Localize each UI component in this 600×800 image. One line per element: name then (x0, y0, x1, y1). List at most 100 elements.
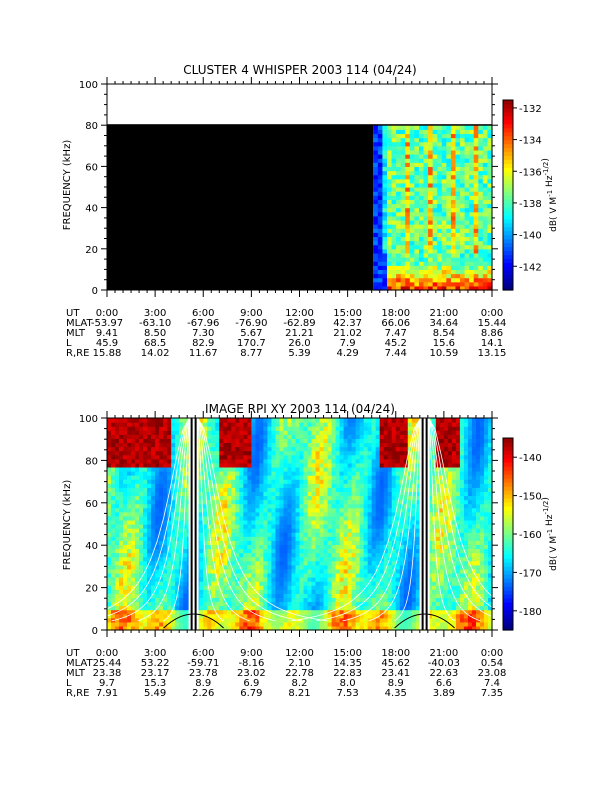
spectrogram-cell (163, 609, 168, 615)
spectrogram-cell (183, 536, 188, 541)
spectrogram-cell (123, 564, 128, 570)
colorbar-swatch (503, 139, 513, 145)
spectrogram-cell (414, 248, 420, 254)
spectrogram-cell (473, 236, 479, 242)
spectrogram-cell (247, 475, 252, 480)
spectrogram-cell (159, 458, 164, 464)
spectrogram-cell (450, 219, 457, 225)
spectrogram-cell (155, 434, 160, 439)
spectrogram-cell (335, 503, 341, 509)
spectrogram-cell (283, 454, 289, 460)
spectrogram-cell (418, 199, 425, 205)
spectrogram-cell (441, 162, 447, 167)
spectrogram-cell (159, 548, 164, 554)
spectrogram-cell (331, 572, 337, 578)
spectrogram-cell (343, 519, 349, 525)
spectrogram-cell (255, 540, 260, 545)
spectrogram-cell (251, 593, 256, 598)
spectrogram-cell (123, 536, 128, 541)
spectrogram-cell (446, 141, 452, 147)
spectrogram-cell (331, 462, 337, 468)
spectrogram-cell (331, 454, 337, 460)
ephemeris-value: 15.6 (433, 338, 455, 349)
spectrogram-cell (183, 524, 188, 529)
spectrogram-cell (263, 532, 269, 537)
spectrogram-cell (183, 454, 188, 460)
spectrogram-cell (227, 593, 232, 598)
spectrogram-cell (335, 593, 341, 598)
spectrogram-cell (441, 273, 447, 279)
spectrogram-cell (331, 613, 337, 619)
spectrogram-cell (375, 515, 381, 521)
spectrogram-cell (409, 178, 415, 184)
spectrogram-cell (271, 540, 277, 545)
spectrogram-cell (319, 540, 325, 545)
spectrogram-cell (363, 515, 369, 521)
spectrogram-cell (171, 446, 176, 452)
spectrogram-cell (331, 540, 337, 545)
spectrogram-cell (107, 499, 112, 505)
spectrogram-cell (139, 475, 144, 480)
spectrogram-cell (423, 195, 429, 200)
spectrogram-cell (377, 219, 384, 225)
spectrogram-cell (327, 540, 333, 545)
spectrogram-cell (409, 277, 415, 283)
spectrogram-cell (139, 564, 144, 570)
spectrogram-cell (331, 617, 337, 623)
spectrogram-cell (111, 446, 116, 452)
spectrogram-cell (307, 495, 313, 501)
spectrogram-cell (351, 540, 357, 545)
spectrogram-cell (279, 491, 285, 497)
spectrogram-cell (111, 519, 116, 525)
spectrogram-cell (263, 491, 269, 497)
spectrogram-cell (455, 207, 461, 213)
spectrogram-cell (351, 422, 357, 427)
spectrogram-cell (131, 564, 136, 570)
spectrogram-cell (363, 454, 369, 460)
spectrogram-cell (460, 162, 466, 167)
spectrogram-cell (279, 450, 285, 456)
spectrogram-cell (391, 195, 397, 200)
spectrogram-cell (151, 556, 156, 562)
spectrogram-cell (351, 462, 357, 468)
spectrogram-cell (119, 466, 124, 472)
spectrogram-cell (396, 281, 402, 287)
spectrogram-cell (311, 438, 317, 444)
spectrogram-cell (375, 552, 381, 558)
spectrogram-cell (303, 458, 309, 464)
spectrogram-cell (409, 191, 415, 196)
spectrogram-cell (355, 532, 361, 537)
spectrogram-cell (119, 491, 124, 497)
spectrogram-cell (231, 499, 236, 505)
spectrogram-cell (127, 426, 132, 431)
spectrogram-cell (351, 552, 357, 558)
spectrogram-cell (219, 589, 224, 594)
spectrogram-cell (315, 466, 321, 472)
spectrogram-cell (327, 621, 333, 627)
spectrogram-cell (155, 564, 160, 570)
spectrogram-cell (478, 219, 484, 225)
spectrogram-cell (371, 621, 377, 627)
spectrogram-cell (386, 228, 393, 233)
spectrogram-cell (359, 503, 365, 509)
spectrogram-cell (347, 532, 353, 537)
spectrogram-cell (400, 219, 406, 225)
spectrogram-cell (115, 458, 120, 464)
spectrogram-cell (235, 577, 240, 582)
spectrogram-cell (307, 507, 313, 513)
spectrogram-cell (418, 236, 425, 242)
spectrogram-cell (119, 483, 124, 488)
spectrogram-cell (143, 544, 148, 550)
spectrogram-cell (111, 442, 116, 448)
spectrogram-cell (207, 548, 212, 554)
spectrogram-cell (243, 613, 248, 619)
spectrogram-cell (319, 552, 325, 558)
spectrogram-cell (219, 625, 224, 631)
spectrogram-cell (343, 422, 349, 427)
spectrogram-cell (199, 528, 204, 533)
spectrogram-cell (386, 269, 393, 275)
spectrogram-cell (432, 178, 438, 184)
spectrogram-cell (175, 422, 180, 427)
spectrogram-cell (131, 499, 136, 505)
spectrogram-cell (400, 236, 406, 242)
